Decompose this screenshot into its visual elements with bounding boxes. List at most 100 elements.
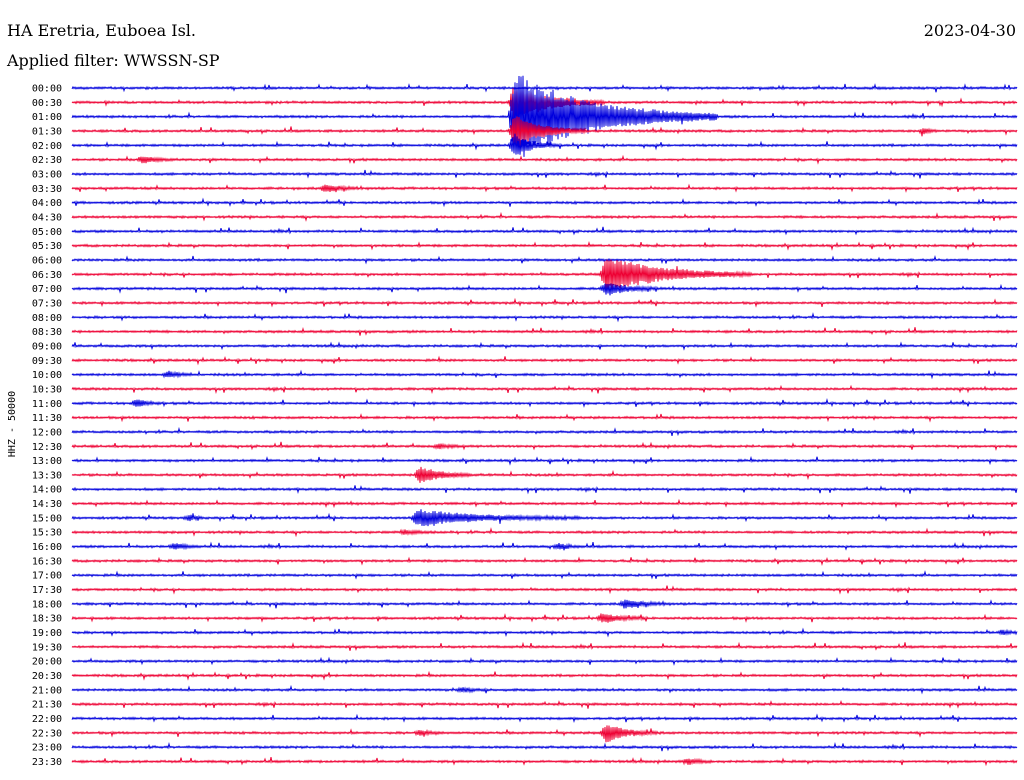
time-tick-1600: 16:00	[32, 542, 62, 553]
time-tick-0930: 09:30	[32, 356, 62, 367]
time-tick-2030: 20:30	[32, 671, 62, 682]
trace-row-0400	[71, 197, 1018, 208]
time-tick-1230: 12:30	[32, 442, 62, 453]
time-tick-0200: 02:00	[32, 141, 62, 152]
trace-row-0100	[71, 75, 1018, 157]
time-tick-1930: 19:30	[32, 642, 62, 653]
trace-row-0600	[71, 255, 1018, 265]
time-tick-1800: 18:00	[32, 599, 62, 610]
time-tick-0100: 01:00	[32, 112, 62, 123]
time-tick-0830: 08:30	[32, 327, 62, 338]
time-tick-1300: 13:00	[32, 456, 62, 467]
trace-row-1030	[71, 384, 1018, 395]
trace-row-1500	[71, 509, 1018, 527]
seismic-traces	[71, 75, 1018, 767]
time-tick-1900: 19:00	[32, 628, 62, 639]
trace-row-0800	[71, 312, 1018, 323]
trace-row-1930	[71, 641, 1018, 651]
trace-row-2300	[71, 742, 1018, 752]
trace-row-1700	[71, 570, 1018, 580]
time-tick-0800: 08:00	[32, 313, 62, 324]
time-tick-2200: 22:00	[32, 714, 62, 725]
channel-axis-label: HHZ - 50000	[7, 391, 18, 457]
time-tick-1500: 15:00	[32, 513, 62, 524]
time-tick-1730: 17:30	[32, 585, 62, 596]
time-tick-1400: 14:00	[32, 485, 62, 496]
time-tick-0000: 00:00	[32, 84, 62, 95]
trace-row-0500	[71, 226, 1018, 236]
trace-row-1830	[71, 613, 1018, 623]
trace-row-1400	[71, 485, 1018, 495]
time-tick-0500: 05:00	[32, 227, 62, 238]
trace-row-1600	[71, 541, 1018, 551]
trace-row-0430	[71, 211, 1018, 222]
trace-row-1630	[71, 556, 1018, 567]
time-tick-1430: 14:30	[32, 499, 62, 510]
trace-row-1730	[71, 585, 1018, 595]
time-tick-0400: 04:00	[32, 198, 62, 209]
time-tick-0730: 07:30	[32, 298, 62, 309]
time-tick-0630: 06:30	[32, 270, 62, 281]
trace-row-1200	[71, 426, 1018, 437]
trace-row-1430	[71, 498, 1018, 509]
trace-row-2130	[71, 699, 1018, 709]
trace-row-0530	[71, 241, 1018, 251]
time-tick-1200: 12:00	[32, 427, 62, 438]
trace-row-1800	[71, 599, 1018, 609]
time-tick-2000: 20:00	[32, 657, 62, 668]
trace-row-0300	[71, 169, 1018, 179]
trace-row-2030	[71, 670, 1018, 681]
time-tick-0330: 03:30	[32, 184, 62, 195]
trace-row-0900	[71, 341, 1018, 351]
time-tick-1530: 15:30	[32, 528, 62, 539]
time-tick-2100: 21:00	[32, 685, 62, 696]
trace-row-1100	[71, 398, 1018, 408]
trace-row-2000	[71, 656, 1018, 666]
trace-row-1330	[71, 466, 1018, 483]
trace-row-0130	[71, 116, 1018, 148]
trace-row-2200	[71, 713, 1018, 724]
station-title: HA Eretria, Euboea Isl.	[7, 21, 196, 40]
trace-row-0200	[71, 133, 1018, 155]
trace-row-1230	[71, 441, 1018, 452]
time-tick-1100: 11:00	[32, 399, 62, 410]
time-tick-2230: 22:30	[32, 728, 62, 739]
trace-row-1300	[71, 455, 1018, 466]
trace-row-2230	[71, 725, 1018, 743]
trace-row-1130	[71, 413, 1018, 423]
date-label: 2023-04-30	[924, 21, 1016, 40]
time-tick-0430: 04:30	[32, 212, 62, 223]
time-tick-2330: 23:30	[32, 757, 62, 768]
time-tick-1030: 10:30	[32, 384, 62, 395]
time-tick-labels: 00:00 00:30 01:00 01:30 02:00 02:30 03:00 03:30…	[32, 84, 62, 769]
time-tick-1700: 17:00	[32, 571, 62, 582]
trace-row-0830	[71, 327, 1018, 336]
trace-row-0630	[71, 259, 1018, 293]
time-tick-1000: 10:00	[32, 370, 62, 381]
time-tick-0900: 09:00	[32, 341, 62, 352]
time-tick-2130: 21:30	[32, 700, 62, 711]
trace-row-1900	[71, 627, 1018, 638]
trace-row-0230	[71, 154, 1018, 165]
time-tick-0530: 05:30	[32, 241, 62, 252]
trace-row-0730	[71, 297, 1018, 308]
trace-row-1000	[71, 369, 1018, 380]
time-tick-0700: 07:00	[32, 284, 62, 295]
trace-row-0700	[71, 283, 1018, 296]
trace-row-2100	[71, 684, 1018, 695]
trace-row-0330	[71, 183, 1018, 193]
trace-row-0930	[71, 355, 1018, 366]
trace-row-0000	[71, 83, 1018, 93]
time-tick-1130: 11:30	[32, 413, 62, 424]
time-tick-0030: 00:30	[32, 98, 62, 109]
time-tick-1630: 16:30	[32, 556, 62, 567]
filter-label: Applied filter: WWSSN-SP	[6, 51, 220, 70]
time-tick-0230: 02:30	[32, 155, 62, 166]
time-tick-1330: 13:30	[32, 470, 62, 481]
time-tick-1830: 18:30	[32, 614, 62, 625]
time-tick-0130: 01:30	[32, 126, 62, 137]
time-tick-0600: 06:00	[32, 255, 62, 266]
time-tick-0300: 03:00	[32, 169, 62, 180]
trace-row-2330	[71, 756, 1018, 767]
